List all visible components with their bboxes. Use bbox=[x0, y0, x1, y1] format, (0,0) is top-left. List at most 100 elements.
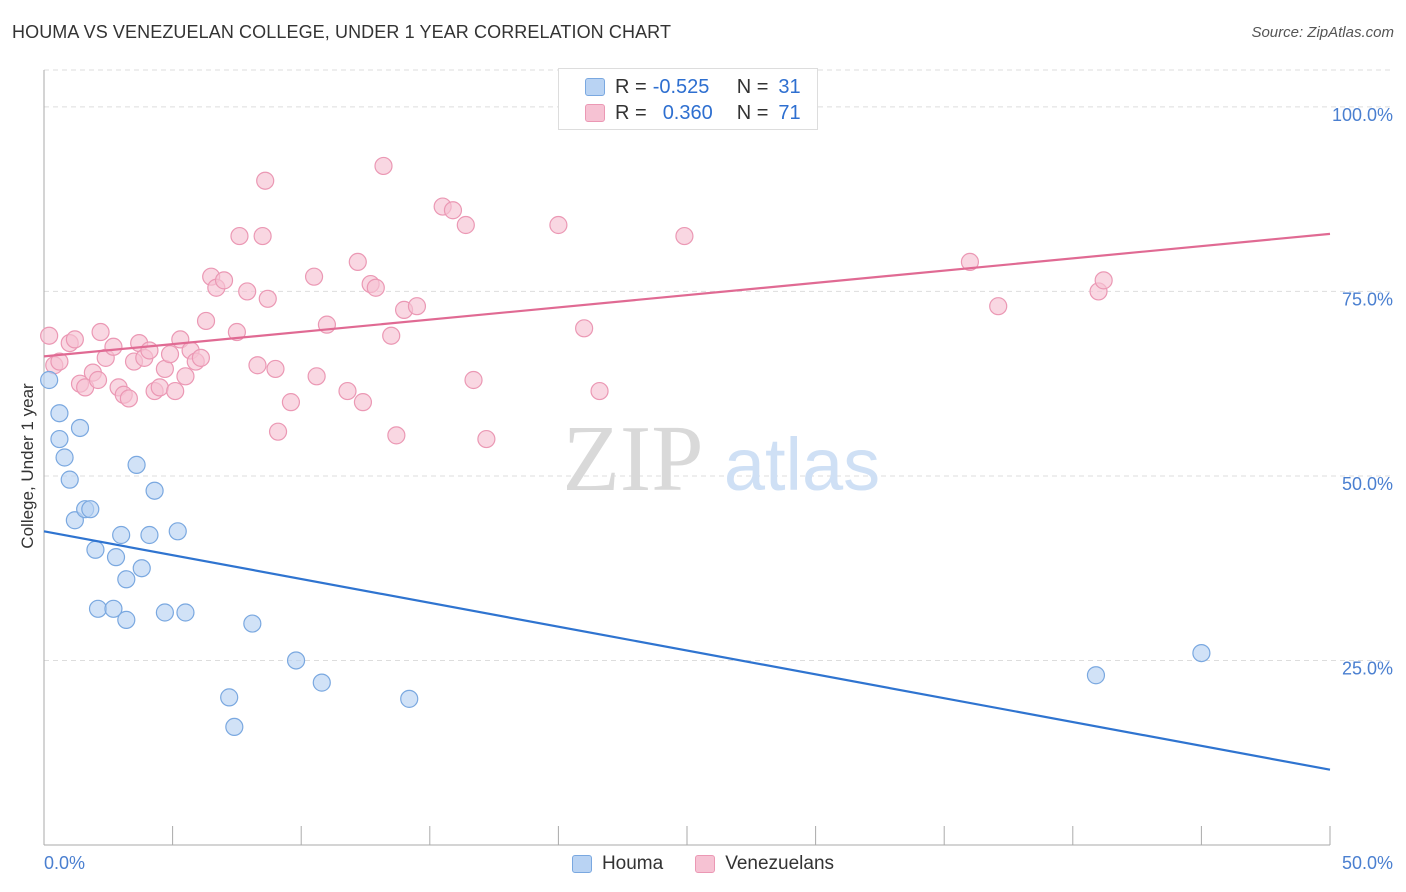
venezuelan-point bbox=[382, 326, 401, 345]
venezuelan-point bbox=[91, 322, 110, 342]
venezuelan-point bbox=[140, 341, 159, 360]
houma-point bbox=[104, 599, 123, 618]
venezuelan-point bbox=[253, 226, 272, 246]
venezuelan-point bbox=[989, 297, 1008, 316]
n-value: 71 bbox=[778, 101, 801, 124]
legend-item-houma: Houma bbox=[571, 853, 663, 875]
venezuelan-point bbox=[281, 393, 301, 412]
x-tick-label: 50.0% bbox=[1342, 853, 1393, 873]
houma-point bbox=[117, 570, 136, 589]
venezuelan-point bbox=[176, 367, 195, 386]
venezuelan-point bbox=[575, 319, 594, 338]
houma-point bbox=[81, 500, 100, 519]
trend-lines bbox=[43, 232, 1331, 771]
watermark-zip: ZIP bbox=[563, 407, 704, 511]
venezuelan-point bbox=[65, 330, 84, 349]
houma-point bbox=[176, 603, 195, 622]
houma-point bbox=[40, 370, 59, 390]
venezuelan-point bbox=[166, 381, 185, 401]
venezuelan-point bbox=[40, 326, 59, 345]
venezuelan-point bbox=[960, 252, 980, 272]
series-legend: Houma Venezuelans bbox=[0, 850, 1406, 878]
venezuelan-point bbox=[248, 356, 267, 375]
venezuelan-point bbox=[387, 426, 406, 445]
venezuelan-trend-line bbox=[43, 232, 1331, 358]
houma-point bbox=[145, 481, 164, 500]
houma-point bbox=[220, 688, 239, 707]
source-label: Source: ZipAtlas.com bbox=[1251, 24, 1394, 41]
venezuelan-point bbox=[366, 278, 385, 297]
venezuelan-point bbox=[104, 337, 123, 356]
houma-point bbox=[155, 603, 174, 622]
y-tick-label: 100.0% bbox=[1332, 105, 1393, 125]
grid-lines bbox=[44, 69, 1392, 661]
venezuelan-point bbox=[464, 370, 483, 390]
watermark: ZIP atlas bbox=[563, 407, 881, 511]
legend-row-venezuelans: R = 0.360 N = 71 bbox=[585, 101, 801, 125]
venezuelan-point bbox=[119, 389, 138, 408]
venezuelan-point bbox=[348, 252, 367, 272]
houma-point bbox=[50, 404, 69, 423]
venezuelan-point bbox=[268, 422, 288, 441]
venezuelan-point bbox=[549, 215, 568, 235]
y-tick-label: 75.0% bbox=[1342, 289, 1393, 309]
venezuelan-point bbox=[477, 429, 496, 449]
houma-swatch bbox=[585, 78, 605, 96]
venezuelan-point bbox=[407, 297, 427, 316]
houma-swatch bbox=[571, 855, 592, 873]
houma-point bbox=[65, 511, 84, 530]
houma-point bbox=[312, 673, 331, 692]
venezuelan-point bbox=[214, 271, 234, 290]
houma-point bbox=[88, 599, 108, 618]
venezuelan-point bbox=[304, 267, 324, 286]
legend-item-venezuelans: Venezuelans bbox=[695, 853, 834, 875]
venezuelan-point bbox=[238, 282, 257, 301]
houma-point bbox=[400, 689, 419, 708]
houma-trend-line bbox=[43, 530, 1331, 771]
houma-point bbox=[60, 470, 79, 489]
r-label: R = bbox=[615, 75, 647, 98]
points-houma bbox=[40, 370, 1211, 737]
venezuelan-point bbox=[353, 393, 373, 412]
houma-point bbox=[106, 548, 126, 567]
venezuelan-point bbox=[191, 348, 210, 367]
r-value: 0.360 bbox=[662, 101, 713, 124]
watermark-atlas: atlas bbox=[724, 423, 880, 506]
houma-point bbox=[117, 610, 136, 629]
venezuelan-point bbox=[258, 289, 277, 308]
venezuelan-point bbox=[230, 226, 249, 246]
houma-point bbox=[50, 429, 69, 449]
venezuelan-point bbox=[160, 345, 180, 364]
houma-point bbox=[112, 525, 131, 545]
venezuelan-point bbox=[456, 215, 475, 235]
venezuelan-point bbox=[443, 201, 463, 220]
houma-point bbox=[1086, 666, 1106, 685]
r-label: R = bbox=[615, 101, 647, 124]
venezuelan-point bbox=[196, 311, 216, 331]
houma-point bbox=[286, 651, 306, 670]
y-tick-label: 50.0% bbox=[1342, 474, 1393, 494]
chart-title: HOUMA VS VENEZUELAN COLLEGE, UNDER 1 YEA… bbox=[12, 22, 672, 42]
houma-point bbox=[243, 614, 262, 633]
houma-point bbox=[168, 522, 187, 541]
venezuelans-swatch bbox=[695, 855, 716, 873]
venezuelan-point bbox=[307, 367, 326, 386]
venezuelans-swatch bbox=[585, 104, 605, 122]
houma-point bbox=[140, 525, 159, 545]
legend-label-venezuelans: Venezuelans bbox=[725, 853, 835, 874]
n-value: 31 bbox=[778, 75, 801, 98]
correlation-legend: R = -0.525 N = 31 R = 0.360 N = 71 bbox=[558, 68, 818, 130]
venezuelan-point bbox=[1094, 271, 1113, 290]
y-tick-label: 25.0% bbox=[1342, 658, 1393, 678]
houma-point bbox=[132, 559, 151, 578]
venezuelan-point bbox=[675, 226, 694, 246]
venezuelan-point bbox=[150, 378, 169, 397]
houma-point bbox=[86, 540, 105, 559]
venezuelan-point bbox=[338, 381, 357, 401]
houma-point bbox=[127, 455, 146, 474]
n-label: N = bbox=[736, 101, 769, 124]
houma-point bbox=[1192, 643, 1211, 663]
venezuelan-point bbox=[590, 381, 609, 401]
n-label: N = bbox=[736, 75, 769, 98]
legend-row-houma: R = -0.525 N = 31 bbox=[585, 75, 801, 99]
